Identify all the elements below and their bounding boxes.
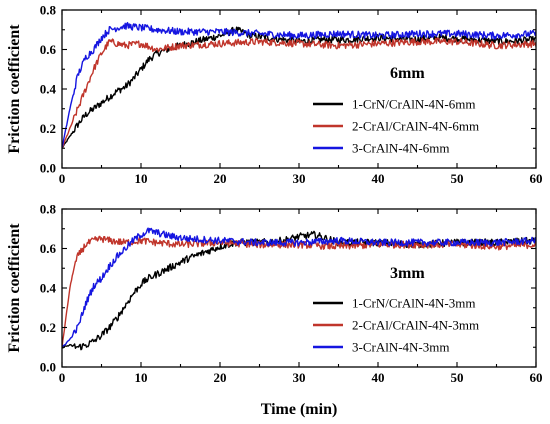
series-line-2: [62, 235, 536, 348]
series-line-3: [62, 21, 536, 148]
x-tick-label: 50: [451, 370, 464, 385]
x-tick-label: 60: [530, 370, 543, 385]
x-tick-label: 0: [59, 370, 66, 385]
y-tick-label: 0.6: [40, 241, 57, 256]
x-tick-label: 60: [530, 171, 543, 186]
y-tick-label: 0.2: [40, 320, 56, 335]
x-tick-label: 10: [135, 370, 148, 385]
y-tick-label: 0.6: [40, 42, 57, 57]
legend-label: 2-CrAl/CrAlN-4N-6mm: [352, 119, 479, 134]
y-axis-title: Friction coefficient: [6, 24, 23, 154]
x-tick-label: 40: [372, 370, 385, 385]
y-tick-label: 0.8: [40, 202, 57, 217]
y-axis-title: Friction coefficient: [6, 223, 23, 353]
y-tick-label: 0.4: [40, 281, 57, 296]
y-tick-label: 0.4: [40, 82, 57, 97]
plot-frame: [61, 208, 537, 368]
x-tick-label: 10: [135, 171, 148, 186]
series-line-1: [62, 230, 536, 351]
legend-label: 1-CrN/CrAlN-4N-3mm: [352, 296, 476, 311]
y-tick-label: 0.2: [40, 121, 56, 136]
x-tick-label: 20: [214, 171, 227, 186]
legend-label: 1-CrN/CrAlN-4N-6mm: [352, 97, 476, 112]
legend-label: 2-CrAl/CrAlN-4N-3mm: [352, 318, 479, 333]
chart-panel-6mm: 0 10 20 30 40 50 60 0.0 0.2 0.4 0.6 0.8 Friction coe…: [6, 3, 543, 187]
legend-label: 3-CrAlN-4N-3mm: [352, 340, 450, 355]
panel-annotation: 3mm: [390, 265, 425, 282]
x-tick-label: 20: [214, 370, 227, 385]
series-line-2: [62, 37, 536, 149]
panel-annotation: 6mm: [390, 65, 425, 82]
y-tick-label: 0.0: [40, 360, 56, 375]
series-line-1: [62, 26, 536, 149]
x-tick-label: 40: [372, 171, 385, 186]
legend-label: 3-CrAlN-4N-6mm: [352, 141, 450, 156]
x-tick-label: 0: [59, 171, 66, 186]
y-tick-label: 0.8: [40, 3, 57, 18]
y-tick-label: 0.0: [40, 161, 56, 176]
x-tick-label: 30: [293, 171, 306, 186]
series-line-3: [62, 227, 536, 348]
x-tick-label: 50: [451, 171, 464, 186]
x-tick-label: 30: [293, 370, 306, 385]
x-axis-title: Time (min): [261, 401, 338, 418]
chart-panel-3mm: 0 10 20 30 40 50 60 0.0 0.2 0.4 0.6 0.8 Friction coe…: [6, 202, 543, 419]
